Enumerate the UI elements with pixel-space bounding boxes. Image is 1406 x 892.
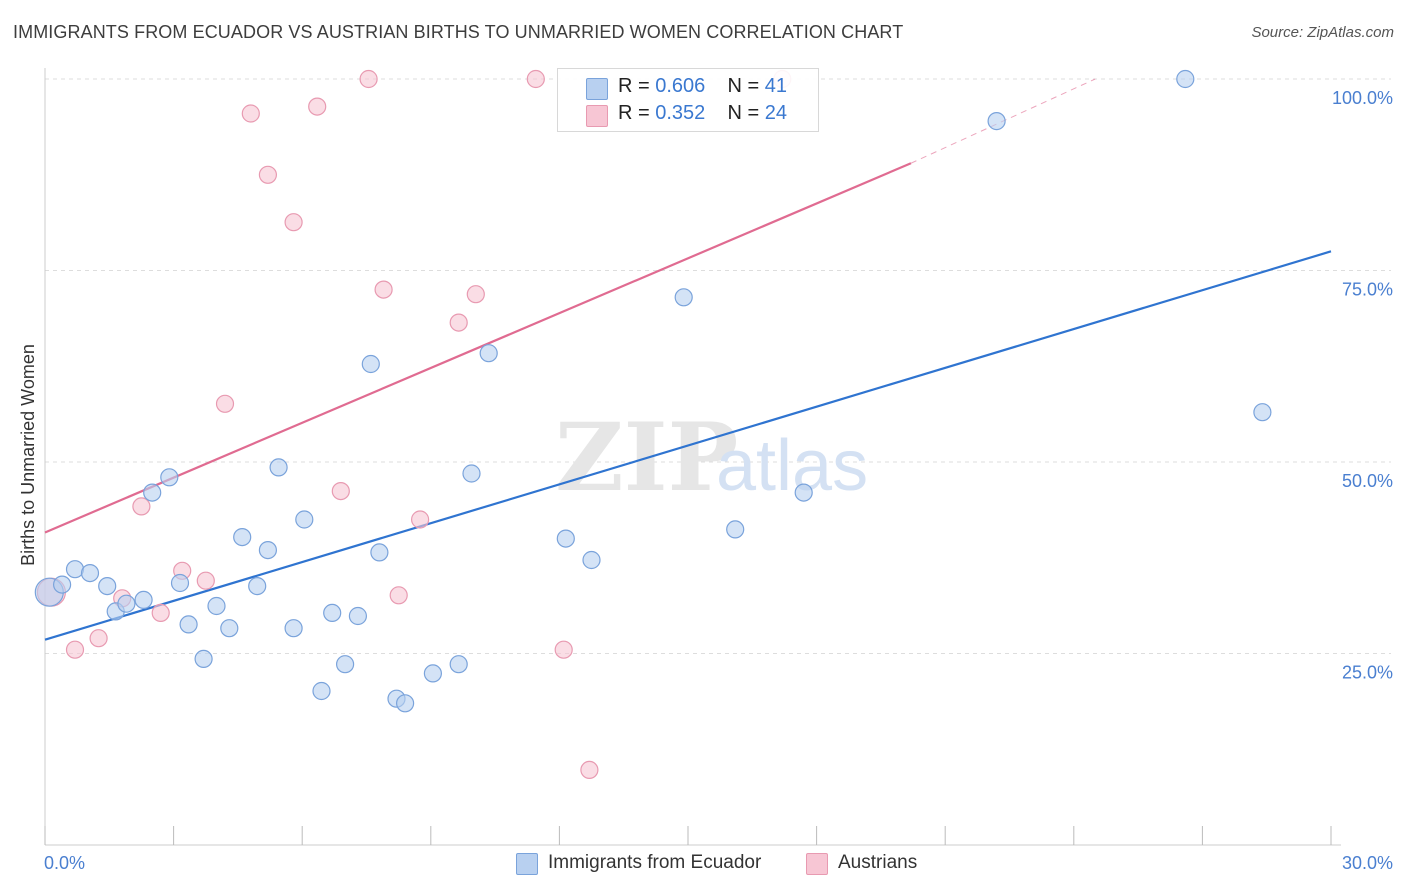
point-ecuador[interactable] <box>423 664 442 683</box>
point-ecuador[interactable] <box>370 543 389 562</box>
point-ecuador[interactable] <box>269 458 288 477</box>
point-austrians[interactable] <box>241 104 260 123</box>
legend-label-ecuador: Immigrants from Ecuador <box>548 852 762 873</box>
legend-r-label: R = <box>618 102 650 124</box>
legend-n-value-austrians: 24 <box>764 102 788 124</box>
legend-n-label: N = <box>727 75 760 97</box>
correlation-legend: R = 0.606 N = 41 R = 0.352 N = 24 <box>557 68 819 132</box>
point-ecuador[interactable] <box>160 468 179 487</box>
point-austrians[interactable] <box>284 213 303 232</box>
point-ecuador[interactable] <box>117 594 136 613</box>
legend-swatch-austrians <box>586 105 608 127</box>
source-label: Source: ZipAtlas.com <box>1251 24 1394 41</box>
point-austrians[interactable] <box>215 394 235 413</box>
chart-title: IMMIGRANTS FROM ECUADOR VS AUSTRIAN BIRT… <box>13 22 904 42</box>
point-ecuador[interactable] <box>348 606 367 626</box>
legend-r-value-ecuador: 0.606 <box>655 75 706 97</box>
point-ecuador[interactable] <box>396 694 415 713</box>
trend-line-austrians <box>44 162 912 534</box>
point-austrians[interactable] <box>89 629 108 648</box>
point-austrians[interactable] <box>331 482 350 501</box>
data-points <box>34 69 1272 780</box>
point-austrians[interactable] <box>359 69 378 89</box>
legend-swatch-ecuador <box>516 853 538 875</box>
tick-labels: 25.0% 50.0% 75.0% 100.0% 0.0% 30.0% <box>44 88 1393 873</box>
point-austrians[interactable] <box>258 165 277 184</box>
point-ecuador[interactable] <box>323 603 342 623</box>
legend-n-label: N = <box>727 102 760 124</box>
point-austrians[interactable] <box>389 586 408 605</box>
legend-swatch-ecuador <box>586 78 608 100</box>
point-ecuador[interactable] <box>295 510 314 529</box>
point-austrians[interactable] <box>411 510 430 529</box>
point-ecuador[interactable] <box>1176 69 1195 89</box>
point-ecuador[interactable] <box>80 563 100 583</box>
point-ecuador[interactable] <box>462 464 481 483</box>
point-ecuador[interactable] <box>194 649 213 669</box>
point-ecuador[interactable] <box>794 483 813 502</box>
point-austrians[interactable] <box>151 603 170 623</box>
x-tick-label: 0.0% <box>44 853 85 873</box>
y-tick-label: 25.0% <box>1342 663 1393 683</box>
point-ecuador[interactable] <box>336 655 355 674</box>
point-austrians[interactable] <box>132 497 151 516</box>
y-tick-label: 50.0% <box>1342 471 1393 491</box>
grid-lines <box>45 78 1391 654</box>
point-ecuador[interactable] <box>361 354 380 374</box>
point-ecuador[interactable] <box>207 596 226 616</box>
point-ecuador[interactable] <box>582 550 601 570</box>
point-ecuador[interactable] <box>1253 403 1272 422</box>
point-ecuador[interactable] <box>674 288 693 307</box>
point-ecuador[interactable] <box>170 573 190 593</box>
watermark: ZIP atlas <box>555 403 868 513</box>
point-ecuador[interactable] <box>284 619 303 638</box>
point-austrians[interactable] <box>374 280 393 299</box>
point-ecuador[interactable] <box>52 575 72 594</box>
trend-line-ecuador <box>44 250 1332 641</box>
point-austrians[interactable] <box>196 571 215 590</box>
trend-lines <box>44 78 1332 641</box>
y-tick-label: 100.0% <box>1332 88 1393 108</box>
point-ecuador[interactable] <box>556 529 575 548</box>
y-axis-label: Births to Unmarried Women <box>18 344 38 566</box>
point-austrians[interactable] <box>308 97 327 116</box>
point-ecuador[interactable] <box>258 540 277 560</box>
point-ecuador[interactable] <box>143 483 162 502</box>
series-legend: Immigrants from Ecuador Austrians <box>0 852 1406 878</box>
point-ecuador[interactable] <box>987 111 1006 131</box>
point-austrians[interactable] <box>65 640 85 659</box>
point-austrians[interactable] <box>580 760 599 780</box>
x-tick-label: 30.0% <box>1342 853 1393 873</box>
point-ecuador[interactable] <box>248 576 267 596</box>
y-tick-label: 75.0% <box>1342 280 1393 300</box>
point-austrians[interactable] <box>526 69 545 89</box>
legend-r-value-austrians: 0.352 <box>655 102 706 124</box>
point-ecuador[interactable] <box>134 590 153 610</box>
point-ecuador[interactable] <box>179 615 198 634</box>
point-ecuador[interactable] <box>449 655 468 674</box>
point-austrians[interactable] <box>466 285 485 304</box>
point-ecuador[interactable] <box>220 619 239 638</box>
point-ecuador[interactable] <box>479 344 498 363</box>
point-ecuador[interactable] <box>233 527 252 547</box>
watermark-atlas: atlas <box>716 426 868 506</box>
point-ecuador[interactable] <box>726 520 745 539</box>
axes <box>44 68 1341 846</box>
point-austrians[interactable] <box>449 313 468 332</box>
legend-r-label: R = <box>618 75 650 97</box>
legend-n-value-ecuador: 41 <box>764 75 788 97</box>
point-ecuador[interactable] <box>312 681 331 701</box>
point-ecuador[interactable] <box>65 560 85 579</box>
legend-swatch-austrians <box>806 853 828 875</box>
legend-label-austrians: Austrians <box>838 852 918 873</box>
point-ecuador[interactable] <box>98 576 117 596</box>
point-austrians[interactable] <box>554 640 573 659</box>
